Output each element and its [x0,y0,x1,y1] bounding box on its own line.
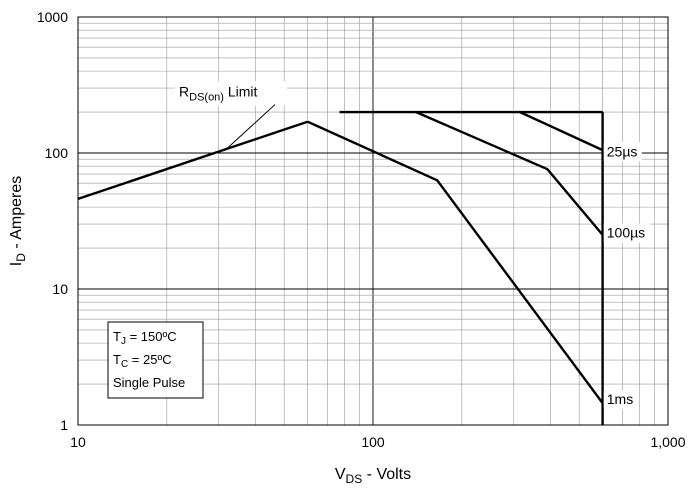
y-tick-label: 100 [45,145,69,161]
curve-label: 100µs [607,225,645,241]
rdson-limit-label: RDS(on) Limit [179,84,258,104]
series-pulse-25us [519,111,604,152]
series-rdson [77,120,308,201]
rdson-leader-line [226,104,276,149]
plot-frame [77,16,669,426]
y-axis-label: ID - Amperes [8,176,28,266]
series-dc-1ms [307,120,604,404]
junction-temp-label: TJ = 150ºC [113,329,177,347]
rdson-limit-annotation: RDS(on) Limit [175,81,288,149]
curve-label-background [603,223,650,243]
conditions-box: TJ = 150ºC TC = 25ºC Single Pulse [107,321,204,399]
y-tick-labels: 1 10 100 1000 [37,9,68,433]
curve-label: 25µs [607,143,638,159]
curve-label-background [603,142,642,162]
curve-labels: 25µs 100µs 1ms [603,142,650,410]
conditions-box-frame [107,321,204,399]
x-axis-label: VDS - Volts [335,466,411,486]
single-pulse-label: Single Pulse [113,375,185,390]
curve-label: 1ms [607,391,633,407]
x-tick-label: 100 [361,434,385,450]
x-tick-labels: 10 100 1,000 [70,434,686,450]
case-temp-label: TC = 25ºC [113,352,172,370]
rdson-label-background [175,81,288,106]
y-tick-label: 1000 [37,9,68,25]
series-pulse-100us [415,110,604,236]
series-group [77,110,604,425]
x-tick-label: 1,000 [650,434,685,450]
y-tick-label: 10 [52,281,68,297]
curve-label-background [603,390,634,410]
x-tick-label: 10 [70,434,86,450]
y-tick-label: 1 [60,417,68,433]
